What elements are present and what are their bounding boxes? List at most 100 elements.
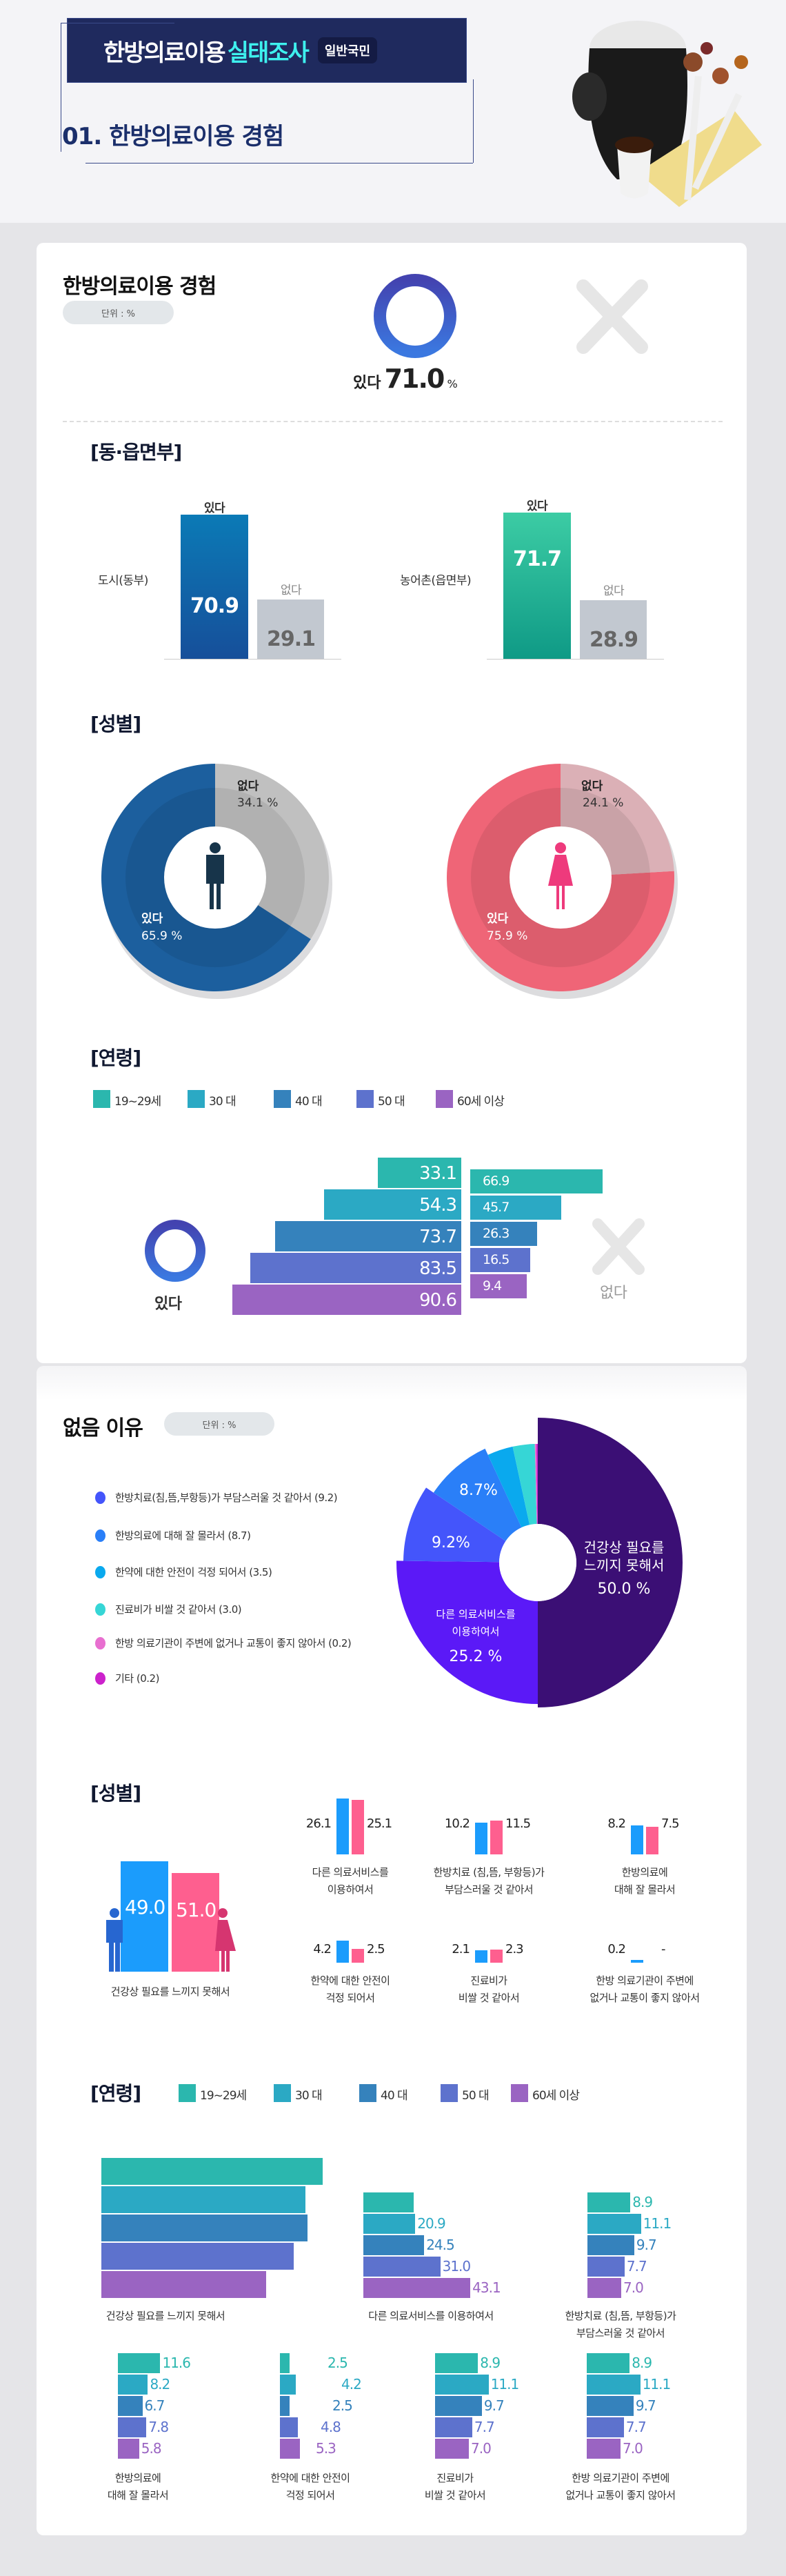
age-value: 9.7 (483, 2397, 505, 2414)
age-bar (363, 2214, 416, 2234)
region-title: [동·읍면부] (90, 441, 182, 464)
group-caption: 부담스러울 것 같아서 (576, 2327, 665, 2339)
age-title: [연령] (90, 1047, 141, 1069)
age-no-label: 없다 (600, 1285, 627, 1302)
age-bar (587, 2353, 630, 2373)
group-caption: 한방 의료기관이 주변에 (596, 1974, 694, 1987)
male-value: 26.1 (305, 1816, 332, 1831)
male-value: 0.2 (607, 1942, 626, 1956)
legend-label: 50 대 (378, 1095, 405, 1109)
age-value: 7.0 (623, 2440, 643, 2457)
age-value: 2.5 (328, 2355, 348, 2371)
age-bar (435, 2417, 472, 2437)
age-bar (435, 2396, 482, 2416)
age-bar (587, 2396, 634, 2416)
legend-dot (95, 1672, 105, 1685)
male-value: 4.2 (313, 1942, 332, 1956)
female-bar (490, 1820, 503, 1854)
legend-swatch (511, 2084, 528, 2102)
age-value: 7.7 (625, 2419, 647, 2435)
donut-slice (396, 1561, 538, 1704)
no-value: 24.1 % (583, 796, 623, 810)
group-caption: 대해 잘 몰라서 (614, 1883, 676, 1896)
section-title: 01. 한방의료이용 경험 (62, 123, 284, 150)
group-caption: 대해 잘 몰라서 (107, 2489, 169, 2501)
female-value: 7.5 (661, 1816, 680, 1831)
unit-pill: 단위 : % (63, 301, 174, 324)
female-bar (172, 1873, 219, 1972)
no-reason-title: 없음 이유 (63, 1416, 143, 1440)
donut-slice (433, 1448, 522, 1541)
slice-label: 9.2% (432, 1534, 470, 1552)
group-caption: 부담스러울 것 같아서 (444, 1883, 534, 1896)
age-bar (587, 2257, 625, 2277)
age-bar (280, 2396, 290, 2416)
male-bar (336, 1940, 349, 1963)
age-value: 43.1 (472, 2279, 501, 2296)
group-caption: 비쌀 것 같아서 (424, 2489, 486, 2501)
donut-slice (512, 1444, 537, 1525)
legend-label: 진료비가 비쌀 것 같아서 (3.0) (115, 1603, 242, 1616)
age-bar (280, 2353, 290, 2373)
female-icon (548, 842, 573, 909)
region-yes-label: 있다 (203, 501, 225, 515)
pct-sign: % (447, 377, 458, 390)
female-value: 51.0 (176, 1899, 216, 1921)
circle-o-icon (145, 1220, 205, 1282)
herbal-medicine-illustration (572, 21, 762, 207)
age-value: 4.2 (341, 2376, 362, 2392)
legend-swatch (274, 2084, 291, 2102)
pyramid-yes-bar (275, 1221, 461, 1251)
legend-swatch (274, 1090, 291, 1108)
region-yes-value: 71.7 (512, 547, 562, 572)
age-value: 7.7 (474, 2419, 495, 2435)
age-bar (587, 2375, 641, 2395)
age-value: 8.9 (632, 2355, 652, 2371)
x-icon (592, 1218, 645, 1275)
age-value: 11.1 (490, 2376, 520, 2392)
yes-value: 65.9 % (141, 929, 182, 943)
legend-label: 40 대 (381, 2089, 408, 2103)
no-label: 없다 (237, 780, 259, 793)
legend-label: 50 대 (462, 2089, 490, 2103)
age-bar (435, 2375, 489, 2395)
male-bar (631, 1959, 643, 1963)
pyramid-yes-value: 90.6 (419, 1290, 457, 1311)
age-bar (280, 2417, 299, 2437)
donut-slice (403, 1487, 506, 1563)
male-bar (631, 1825, 643, 1854)
male-value: 2.1 (452, 1942, 470, 1956)
donut-slice (538, 1418, 683, 1707)
legend-dot (95, 1529, 105, 1542)
no-label: 없다 (581, 780, 603, 793)
slice-label: 25.2 % (450, 1648, 503, 1665)
legend-label: 60세 이상 (457, 1095, 505, 1109)
age-value: 5.8 (141, 2440, 162, 2457)
group-caption: 없거나 교통이 좋지 않아서 (590, 1992, 700, 2004)
group-caption: 한방치료 (침,뜸, 부항등)가 (565, 2310, 676, 2322)
age-value: 2.5 (332, 2397, 353, 2414)
age-value: 6.7 (144, 2397, 165, 2414)
male-value: 49.0 (125, 1896, 165, 1919)
group-caption: 한방 의료기관이 주변에 (572, 2472, 669, 2484)
pyramid-yes-value: 73.7 (419, 1227, 457, 1247)
icon-head (210, 842, 221, 853)
group-caption: 비쌀 것 같아서 (458, 1992, 520, 2004)
slice-label: 다른 의료서비스를 (436, 1608, 515, 1621)
legend-swatch (188, 1090, 205, 1108)
female-bar (490, 1949, 503, 1963)
legend-swatch (436, 1090, 453, 1108)
icon-body (206, 855, 224, 909)
pyramid-yes-bar (232, 1285, 461, 1315)
gender-title: [성별] (90, 713, 141, 735)
age-reason-title: [연령] (90, 2082, 141, 2105)
age-bar (587, 2214, 641, 2234)
region-no-value: 29.1 (266, 627, 316, 652)
age-value: 9.7 (636, 2237, 657, 2253)
legend-dot (95, 1603, 105, 1616)
pyramid-yes-bar (250, 1253, 461, 1283)
age-bar (363, 2278, 471, 2298)
region-no-bar (580, 600, 647, 659)
no-value: 34.1 % (237, 796, 278, 810)
group-caption: 진료비가 (470, 1974, 507, 1987)
